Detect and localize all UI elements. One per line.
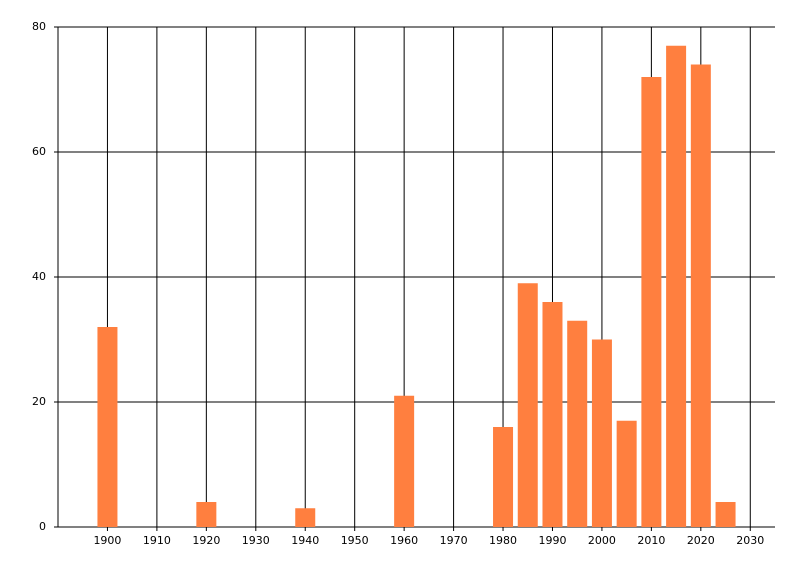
y-tick-label: 20 [32, 395, 46, 408]
bar [591, 339, 612, 527]
bar [97, 327, 118, 527]
y-tick-label: 80 [32, 20, 46, 33]
bar [295, 508, 316, 527]
x-tick-label: 1920 [192, 534, 220, 547]
bar [542, 302, 563, 527]
bar [196, 502, 217, 527]
x-tick-label: 1910 [143, 534, 171, 547]
x-tick-label: 1900 [93, 534, 121, 547]
y-tick-label: 40 [32, 270, 46, 283]
bar [493, 427, 514, 527]
bar [394, 395, 415, 527]
bar [616, 420, 637, 527]
bar [666, 45, 687, 527]
x-tick-label: 1930 [242, 534, 270, 547]
x-tick-label: 1970 [440, 534, 468, 547]
bar [715, 502, 736, 527]
x-tick-label: 2010 [637, 534, 665, 547]
x-tick-label: 1950 [341, 534, 369, 547]
x-tick-label: 1990 [538, 534, 566, 547]
x-tick-label: 1960 [390, 534, 418, 547]
x-tick-label: 2000 [588, 534, 616, 547]
bar [641, 77, 662, 527]
y-tick-label: 60 [32, 145, 46, 158]
bar [517, 283, 538, 527]
x-tick-label: 2020 [687, 534, 715, 547]
bar [567, 320, 588, 527]
x-tick-label: 2030 [736, 534, 764, 547]
x-tick-label: 1980 [489, 534, 517, 547]
x-tick-label: 1940 [291, 534, 319, 547]
bar [690, 64, 711, 527]
y-tick-label: 0 [39, 520, 46, 533]
